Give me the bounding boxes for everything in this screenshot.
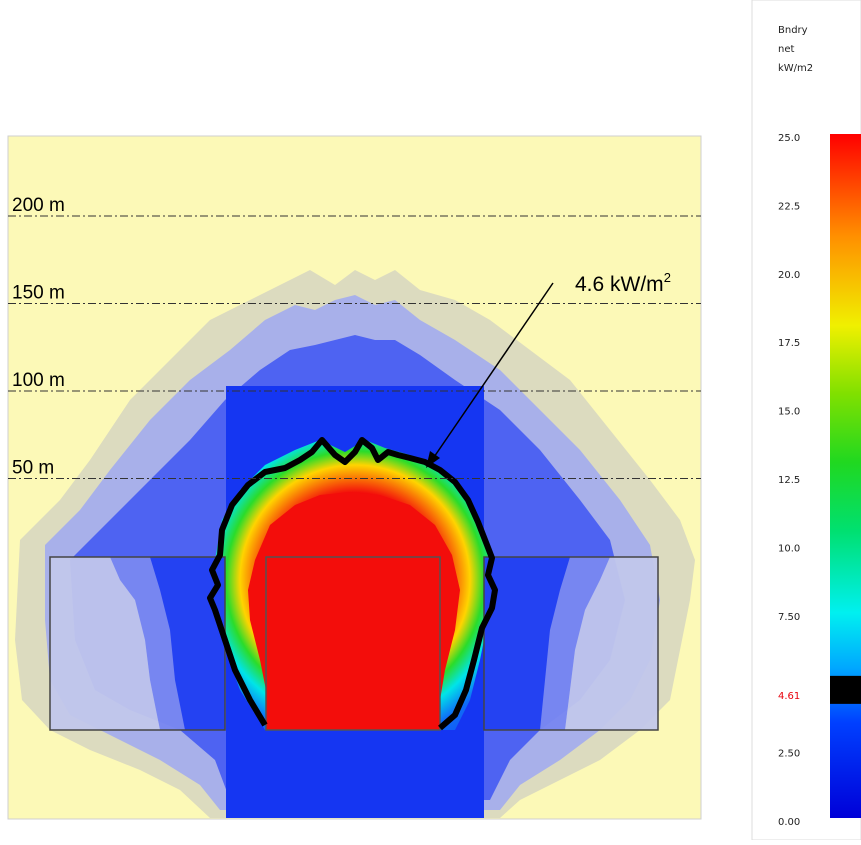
colorbar-tick-label: 25.0 [778, 133, 800, 144]
colorbar-tick-label: 20.0 [778, 270, 800, 281]
colorbar-tick-label: 17.5 [778, 338, 800, 349]
right-tank-box [483, 556, 659, 731]
colorbar-title-line-3: kW/m2 [778, 63, 813, 74]
distance-label-150: 150 m [12, 283, 65, 304]
colorbar-tick-label: 12.5 [778, 475, 800, 486]
colorbar-tick-label: 10.0 [778, 543, 800, 554]
distance-label-50: 50 m [12, 458, 54, 479]
colorbar-ticks: 25.0 22.5 20.0 17.5 15.0 12.5 10.0 7.50 4.61 2.50… [778, 133, 861, 828]
colorbar-tick-label: 22.5 [778, 201, 800, 212]
annotation: 4.6 kW/m2 [426, 270, 671, 468]
central-tank-box [265, 556, 441, 731]
colorbar: Bndry net kW/m2 25.0 22.5 20.0 17.5 15.0 12.5… [751, 0, 861, 841]
colorbar-tick-label: 0.00 [778, 817, 800, 828]
distance-lines: 200 m 150 m 100 m 50 m [8, 195, 701, 480]
colorbar-threshold-band [830, 675, 861, 704]
left-tank-box [49, 556, 226, 731]
annotation-arrow-line [431, 282, 554, 461]
distance-label-200: 200 m [12, 195, 65, 216]
threshold-contour-line [207, 437, 498, 731]
colorbar-gradient [830, 134, 861, 818]
distance-label-100: 100 m [12, 370, 65, 391]
annotation-arrowhead [426, 451, 440, 468]
colorbar-title-line-1: Bndry [778, 25, 808, 36]
colorbar-tick-label: 2.50 [778, 749, 800, 760]
colorbar-tick-label: 15.0 [778, 407, 800, 418]
colorbar-tick-label: 4.61 [778, 691, 800, 702]
colorbar-tick-label: 7.50 [778, 612, 800, 623]
colorbar-title-line-2: net [778, 44, 794, 55]
annotation-label: 4.6 kW/m2 [575, 270, 671, 296]
